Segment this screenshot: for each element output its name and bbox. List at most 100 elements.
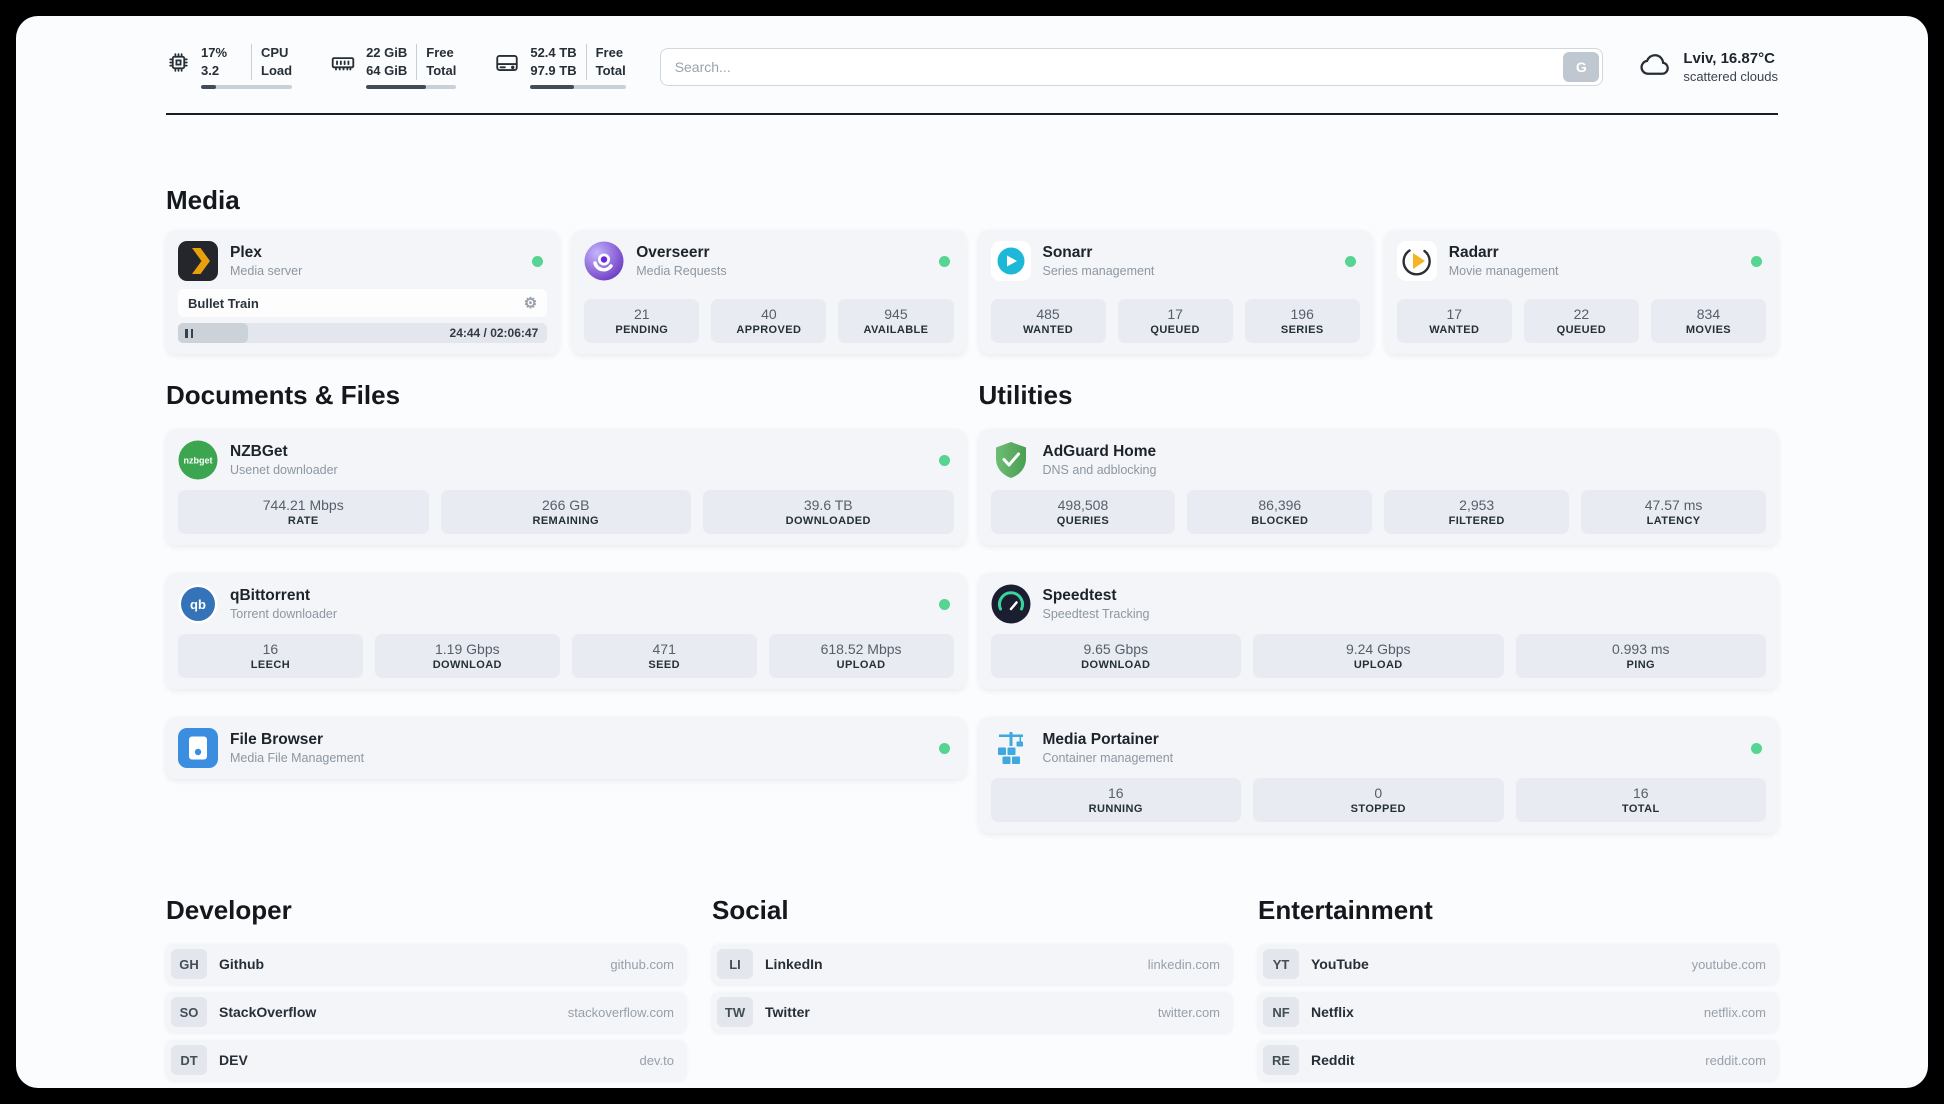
link-github[interactable]: GH Github github.com xyxy=(166,944,686,984)
ram-total-value: 64 GiB xyxy=(366,63,408,78)
section-social: Social LI LinkedIn linkedin.com TW Twitt… xyxy=(712,895,1232,1032)
ram-widget: 22 GiB Free 64 GiB Total xyxy=(330,44,457,89)
stat-box: 17 WANTED xyxy=(1396,299,1512,343)
link-twitter[interactable]: TW Twitter twitter.com xyxy=(712,992,1232,1032)
cpu-icon xyxy=(166,50,191,75)
link-dev[interactable]: DT DEV dev.to xyxy=(166,1040,686,1080)
link-reddit[interactable]: RE Reddit reddit.com xyxy=(1258,1040,1778,1080)
app-name: Sonarr xyxy=(1042,244,1093,261)
status-dot xyxy=(532,255,544,267)
app-card-nzbget[interactable]: nzbget NZBGet Usenet downloader 744.21 M… xyxy=(166,429,966,545)
app-name: Speedtest xyxy=(1042,587,1117,604)
status-dot xyxy=(1751,255,1762,267)
section-title-entertainment: Entertainment xyxy=(1258,895,1433,925)
stat-box: 9.65 Gbps DOWNLOAD xyxy=(990,634,1241,678)
stat-box: 16 RUNNING xyxy=(990,778,1241,822)
app-card-sonarr[interactable]: Sonarr Series management 485 WANTED 17 Q… xyxy=(978,230,1372,354)
app-subtitle: Media File Management xyxy=(230,751,365,765)
link-stackoverflow[interactable]: SO StackOverflow stackoverflow.com xyxy=(166,992,686,1032)
stat-box: 39.6 TB DOWNLOADED xyxy=(703,490,954,534)
stat-box: 21 PENDING xyxy=(584,299,700,343)
dashboard-panel: 17% CPU 3.2 Load 22 GiB Free 64 G xyxy=(16,16,1928,1088)
section-entertainment: Entertainment YT YouTube youtube.com NF … xyxy=(1258,895,1778,1080)
stat-box: 40 APPROVED xyxy=(711,299,827,343)
player-progress-bar[interactable]: 24:44 / 02:06:47 xyxy=(178,323,548,343)
qbittorrent-icon: qb xyxy=(178,584,218,624)
ram-free-value: 22 GiB xyxy=(366,45,408,60)
section-developer: Developer GH Github github.com SO StackO… xyxy=(166,895,686,1080)
stat-box: 17 QUEUED xyxy=(1117,299,1233,343)
svg-text:nzbget: nzbget xyxy=(184,456,213,466)
app-card-adguard[interactable]: AdGuard Home DNS and adblocking 498,508 … xyxy=(978,429,1778,545)
now-playing-widget: Bullet Train ⚙ 24:44 / 02:06:47 xyxy=(178,281,548,343)
adguard-icon xyxy=(991,440,1031,480)
player-time: 24:44 / 02:06:47 xyxy=(449,326,539,340)
link-badge: DT xyxy=(171,1045,207,1075)
disk-total-value: 97.9 TB xyxy=(530,63,577,78)
app-name: AdGuard Home xyxy=(1042,443,1157,460)
gear-icon[interactable]: ⚙ xyxy=(523,295,538,312)
app-card-radarr[interactable]: Radarr Movie management 17 WANTED 22 QUE… xyxy=(1384,230,1778,354)
disk-free-value: 52.4 TB xyxy=(530,45,577,60)
app-subtitle: Speedtest Tracking xyxy=(1042,607,1150,621)
stat-box: 498,508 QUERIES xyxy=(990,490,1176,534)
app-name: Radarr xyxy=(1448,244,1499,261)
stat-box: 0 STOPPED xyxy=(1253,778,1504,822)
app-card-speedtest[interactable]: Speedtest Speedtest Tracking 9.65 Gbps D… xyxy=(978,573,1778,689)
dashboard-content: Media Plex Media server Bullet Train xyxy=(16,185,1928,1080)
status-dot xyxy=(938,454,950,466)
app-card-qbittorrent[interactable]: qb qBittorrent Torrent downloader 16 LEE… xyxy=(166,573,966,689)
stat-box: 86,396 BLOCKED xyxy=(1187,490,1373,534)
search-input[interactable] xyxy=(659,47,1604,86)
section-title-documents: Documents & Files xyxy=(166,380,401,410)
app-card-plex[interactable]: Plex Media server Bullet Train ⚙ 24:44 xyxy=(166,230,560,354)
status-dot xyxy=(938,742,950,754)
stat-box: 945 AVAILABLE xyxy=(838,299,954,343)
app-card-portainer[interactable]: Media Portainer Container management 16 … xyxy=(978,717,1778,833)
app-subtitle: Usenet downloader xyxy=(230,463,338,477)
ram-icon xyxy=(330,50,356,76)
speedtest-icon xyxy=(991,584,1031,624)
app-subtitle: Media Requests xyxy=(636,264,727,278)
status-dot xyxy=(1344,255,1356,267)
weather-location: Lviv, 16.87°C xyxy=(1683,49,1775,67)
app-subtitle: Movie management xyxy=(1448,264,1559,278)
search-engine-button[interactable]: G xyxy=(1563,51,1600,82)
weather-condition: scattered clouds xyxy=(1683,68,1778,84)
stat-box: 2,953 FILTERED xyxy=(1384,490,1570,534)
stat-box: 0.993 ms PING xyxy=(1515,634,1766,678)
app-name: Media Portainer xyxy=(1042,731,1159,748)
status-dot xyxy=(938,598,950,610)
svg-text:qb: qb xyxy=(190,597,206,612)
cpu-usage-value: 17% xyxy=(201,45,228,60)
link-youtube[interactable]: YT YouTube youtube.com xyxy=(1258,944,1778,984)
section-utilities: Utilities AdGuard Home DNS and adblockin… xyxy=(978,380,1778,833)
pause-icon[interactable] xyxy=(185,328,193,338)
header-divider xyxy=(166,113,1778,115)
app-card-overseerr[interactable]: Overseerr Media Requests 21 PENDING 40 A… xyxy=(572,230,966,354)
stat-box: 618.52 Mbps UPLOAD xyxy=(768,634,954,678)
media-grid: Plex Media server Bullet Train ⚙ 24:44 xyxy=(166,230,1778,354)
disk-progress-bar xyxy=(530,85,626,89)
stat-box: 9.24 Gbps UPLOAD xyxy=(1253,634,1504,678)
stat-box: 471 SEED xyxy=(571,634,757,678)
link-linkedin[interactable]: LI LinkedIn linkedin.com xyxy=(712,944,1232,984)
portainer-icon xyxy=(991,728,1031,768)
cpu-load-value: 3.2 xyxy=(201,63,220,78)
cloud-icon xyxy=(1637,46,1673,87)
section-documents: Documents & Files nzbget NZBGet Usenet d… xyxy=(166,380,966,779)
cpu-widget: 17% CPU 3.2 Load xyxy=(166,44,293,89)
link-badge: YT xyxy=(1263,949,1299,979)
link-netflix[interactable]: NF Netflix netflix.com xyxy=(1258,992,1778,1032)
radarr-icon xyxy=(1396,241,1437,281)
plex-icon xyxy=(178,241,218,281)
app-subtitle: Series management xyxy=(1042,264,1155,278)
app-name: Overseerr xyxy=(636,244,710,261)
app-subtitle: Container management xyxy=(1042,751,1174,765)
stat-box: 47.57 ms LATENCY xyxy=(1581,490,1766,534)
sonarr-icon xyxy=(990,241,1031,281)
stat-box: 266 GB REMAINING xyxy=(440,490,691,534)
app-name: NZBGet xyxy=(230,443,288,460)
app-card-filebrowser[interactable]: File Browser Media File Management xyxy=(166,717,966,779)
ram-label-bottom: Total xyxy=(416,62,456,80)
